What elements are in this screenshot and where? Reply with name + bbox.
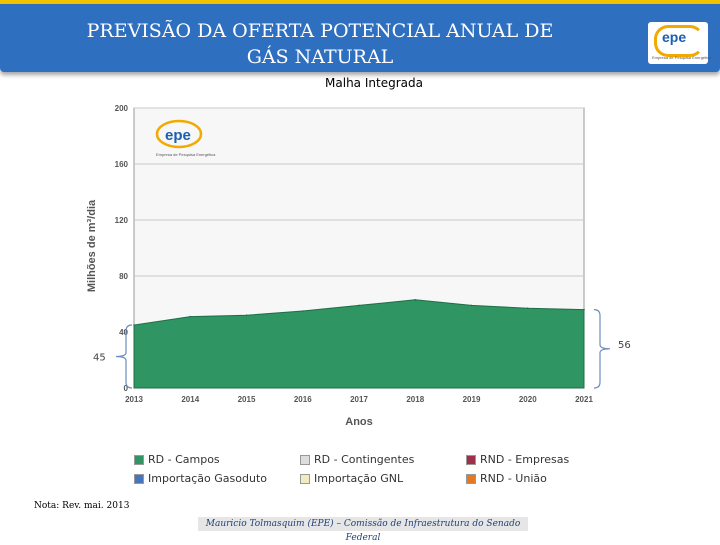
x-tick-label: 2020 <box>519 395 537 404</box>
data-point <box>189 315 192 318</box>
brace-left <box>115 324 133 389</box>
data-point <box>414 299 417 301</box>
legend-swatch <box>134 454 144 465</box>
inset-logo-text: epe <box>165 127 191 144</box>
slide-title: PREVISÃO DA OFERTA POTENCIAL ANUAL DE GÁ… <box>20 18 620 70</box>
legend-item: RND - União <box>466 472 547 485</box>
x-tick-label: 2016 <box>294 395 312 404</box>
slide-title-line1: PREVISÃO DA OFERTA POTENCIAL ANUAL DE <box>86 20 554 42</box>
x-tick-label: 2017 <box>350 395 368 404</box>
data-point <box>358 304 360 307</box>
x-tick-label: 2014 <box>181 395 199 404</box>
legend-label: RND - União <box>480 472 547 485</box>
legend-swatch <box>466 473 476 484</box>
logo-ring-icon <box>654 25 704 57</box>
y-tick-label: 200 <box>115 104 129 113</box>
legend-item: Importação Gasoduto <box>134 472 267 485</box>
inset-logo-tagline: Empresa de Pesquisa Energética <box>156 152 216 157</box>
data-point <box>245 314 248 317</box>
data-point <box>583 308 585 311</box>
slide-header: PREVISÃO DA OFERTA POTENCIAL ANUAL DE GÁ… <box>0 4 720 72</box>
chart-subtitle: Malha Integrada <box>325 76 423 90</box>
data-point <box>133 324 135 326</box>
x-tick-label: 2015 <box>238 395 256 404</box>
legend-swatch <box>300 454 310 465</box>
y-axis-title: Milhões de m³/dia <box>86 199 98 292</box>
legend-item: RD - Campos <box>134 453 220 466</box>
x-tick-label: 2021 <box>575 395 593 404</box>
legend-label: RND - Empresas <box>480 453 570 466</box>
legend-item: RND - Empresas <box>466 453 569 466</box>
legend-label: Importação GNL <box>314 472 404 485</box>
legend-swatch <box>134 473 144 484</box>
legend-label: RD - Contingentes <box>314 453 415 466</box>
x-tick-label: 2018 <box>406 395 424 404</box>
legend-item: RD - Contingentes <box>300 453 414 466</box>
footer-credit: Mauricio Tolmasquim (EPE) – Comissão de … <box>198 517 528 543</box>
y-tick-label: 40 <box>119 328 128 337</box>
data-point <box>301 310 304 312</box>
x-tick-label: 2013 <box>125 395 143 404</box>
x-tick-label: 2019 <box>463 395 481 404</box>
y-tick-label: 80 <box>119 272 128 281</box>
data-point <box>470 304 473 307</box>
accent-bar <box>0 0 720 4</box>
y-tick-label: 0 <box>124 384 129 393</box>
inset-logo-ring-icon <box>155 119 203 149</box>
revision-note: Nota: Rev. mai. 2013 <box>34 501 130 511</box>
legend-swatch <box>466 454 476 465</box>
data-point <box>526 307 529 310</box>
legend-item: Importação GNL <box>300 472 403 485</box>
epe-logo: epe Empresa de Pesquisa Energética <box>648 22 712 64</box>
legend-swatch <box>300 473 310 484</box>
annotation-left: 45 <box>93 353 106 364</box>
logo-text: epe <box>662 29 687 45</box>
y-tick-label: 120 <box>115 216 129 225</box>
series-area-rd-campos <box>133 299 585 389</box>
x-axis-title: Anos <box>345 416 373 428</box>
logo-tagline: Empresa de Pesquisa Energética <box>652 55 712 60</box>
legend-label: RD - Campos <box>148 453 220 466</box>
legend-label: Importação Gasoduto <box>148 472 267 485</box>
brace-right <box>593 309 611 389</box>
slide-title-line2: GÁS NATURAL <box>246 46 394 68</box>
annotation-right: 56 <box>618 340 631 351</box>
y-tick-label: 160 <box>115 160 129 169</box>
